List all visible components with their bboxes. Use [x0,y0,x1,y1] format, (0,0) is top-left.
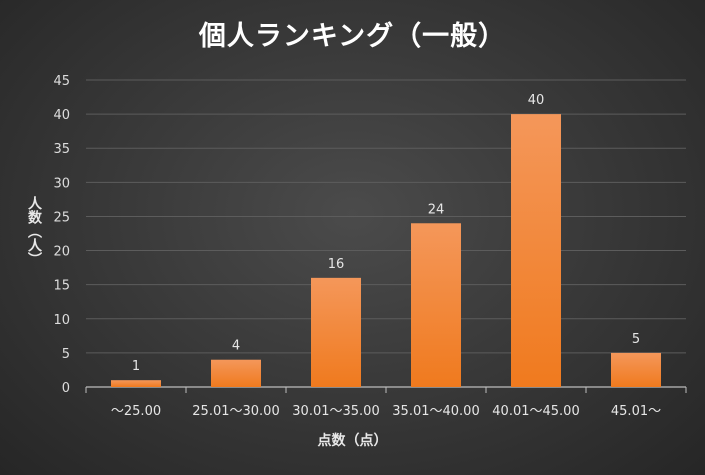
y-tick-label: 30 [53,176,70,191]
y-tick-label: 35 [53,142,70,157]
x-tick-label: 45.01～ [611,404,661,419]
x-tick-label: 30.01～35.00 [292,404,379,419]
x-tick-label: 35.01～40.00 [392,404,479,419]
bar [511,114,561,387]
x-tick-label: ～25.00 [111,404,161,419]
y-tick-label: 15 [53,279,70,294]
bar [211,359,261,387]
x-axis-label: 点数（点） [317,433,388,449]
x-tick-label: 25.01～30.00 [192,404,279,419]
x-tick-label: 40.01～45.00 [492,404,579,419]
y-axis-label: 人数（人） [26,196,42,266]
bar [111,380,161,387]
y-tick-label: 5 [62,347,70,362]
bar [611,352,661,387]
data-label: 16 [328,257,345,272]
bar [411,223,461,387]
y-tick-label: 40 [53,108,70,123]
data-label: 1 [132,359,140,374]
data-label: 4 [232,339,240,354]
chart-title: 個人ランキング（一般） [198,21,507,52]
y-tick-label: 25 [53,210,70,225]
bar [311,277,361,387]
data-label: 24 [428,202,445,217]
data-label: 40 [528,93,545,108]
data-label: 5 [632,332,640,347]
y-tick-label: 20 [53,245,70,260]
y-tick-label: 10 [53,313,70,328]
y-tick-label: 45 [53,74,70,89]
y-tick-label: 0 [62,381,70,396]
